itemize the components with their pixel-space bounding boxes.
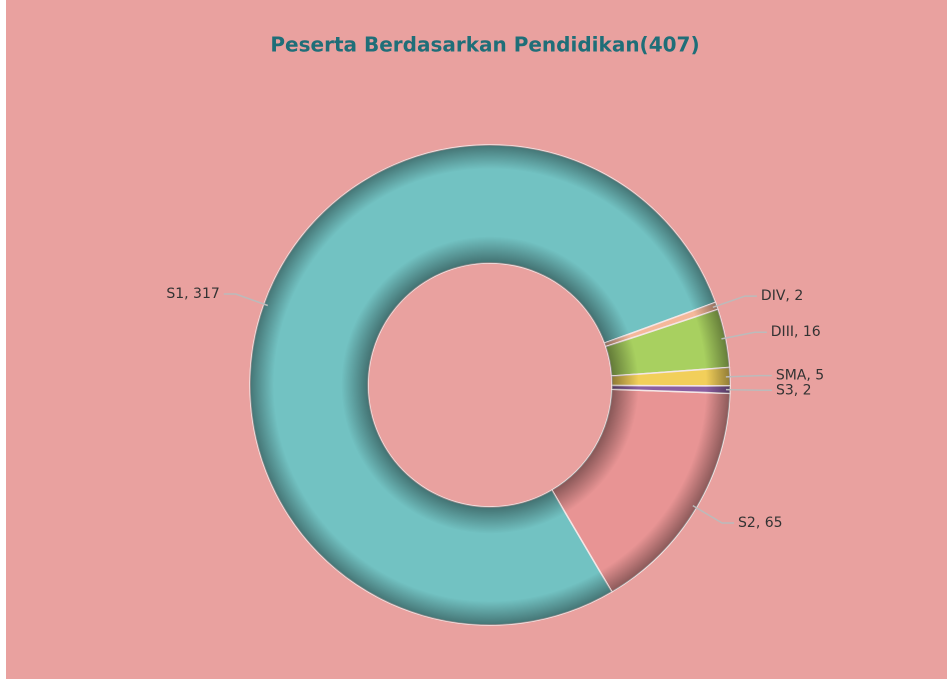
category: DIII [771,324,794,340]
slice-label: SMA, 5 [776,368,824,384]
slice-label: DIV, 2 [761,288,803,304]
leader-line [712,295,757,308]
leader-line [725,374,772,378]
separator: , [794,324,803,340]
value: 2 [803,382,812,398]
separator: , [794,382,803,398]
slice-label: S1, 317 [166,286,219,302]
chart-title: Peserta Berdasarkan Pendidikan(407) [270,33,699,57]
leader-line [223,293,269,307]
value: 65 [765,515,783,531]
leader-line [721,331,767,340]
value: 317 [193,286,220,302]
value: 2 [794,288,803,304]
value: 5 [815,368,824,384]
value: 16 [803,324,821,340]
slice-label: S2, 65 [738,515,783,531]
separator: , [756,515,765,531]
leader-line [725,388,772,392]
separator: , [806,368,815,384]
category: S2 [738,515,756,531]
category: S3 [776,382,794,398]
leader-line [692,505,735,524]
slice-label: DIII, 16 [771,324,821,340]
separator: , [785,288,794,304]
category: SMA [776,368,807,384]
slice-label: S3, 2 [776,382,812,398]
category: DIV [761,288,786,304]
category: S1 [166,286,184,302]
separator: , [184,286,193,302]
